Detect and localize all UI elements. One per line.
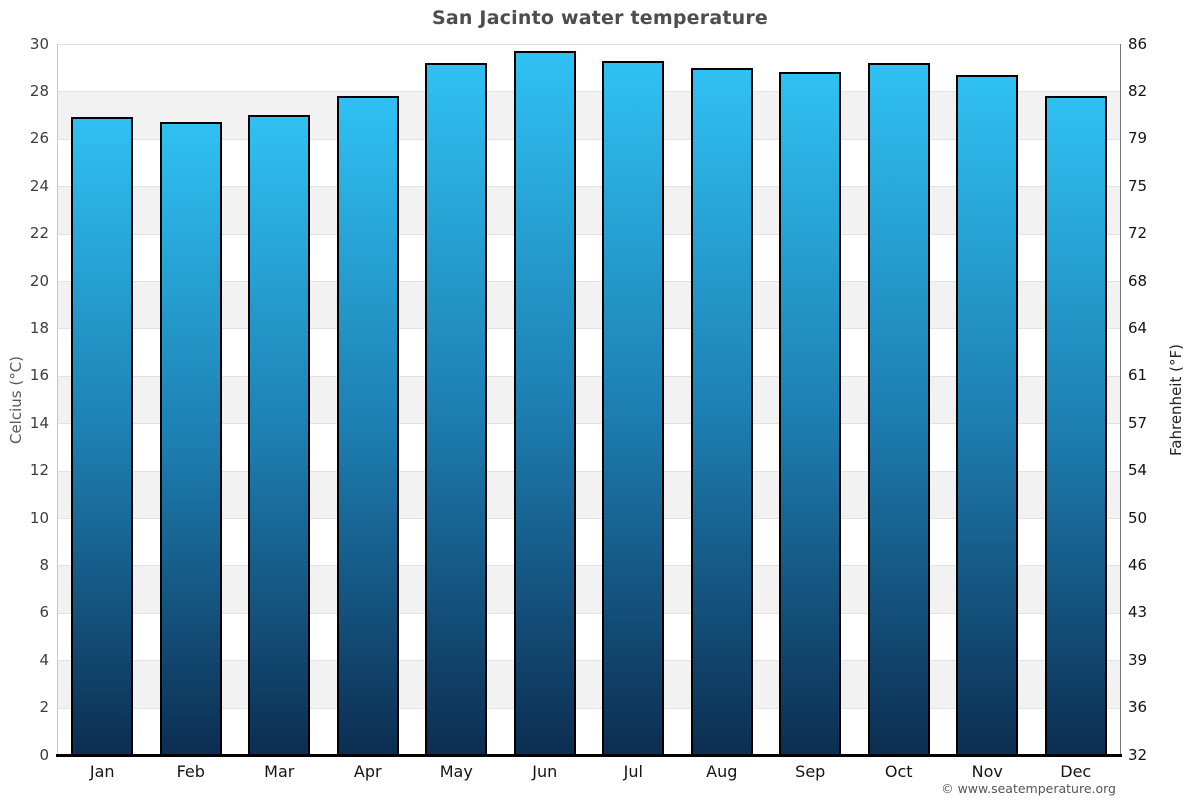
ytick-celsius-8: 8 [39,555,49,574]
plot-band [58,138,1120,187]
plot-band [58,470,1120,518]
xtick-feb: Feb [176,762,205,781]
plot-band [58,660,1120,708]
ytick-celsius-16: 16 [29,366,49,385]
ytick-fahrenheit-82: 82 [1128,81,1148,100]
plot-band [58,233,1120,281]
gridline [58,660,1120,662]
left-axis-line [57,44,58,755]
plot-band [58,423,1120,471]
ytick-celsius-22: 22 [29,224,49,243]
plot-band [58,91,1120,139]
gridline [58,470,1120,472]
gridline [58,186,1120,188]
bar-nov[interactable] [956,74,1019,755]
ytick-celsius-28: 28 [29,81,49,100]
plot-band [58,612,1120,661]
plot-band [58,281,1120,329]
ytick-fahrenheit-43: 43 [1128,603,1148,622]
bar-apr[interactable] [336,96,399,755]
plot-band [58,375,1120,424]
ytick-fahrenheit-72: 72 [1128,224,1148,243]
x-axis-baseline [56,754,1122,757]
xtick-nov: Nov [971,762,1003,781]
left-axis-title: Celcius (°C) [7,355,25,445]
bar-aug[interactable] [690,67,753,755]
gridline [58,423,1120,425]
gridline [58,565,1120,567]
xtick-sep: Sep [795,762,826,781]
ytick-celsius-0: 0 [39,745,49,764]
plot-band [58,565,1120,613]
xtick-may: May [439,762,473,781]
ytick-fahrenheit-86: 86 [1128,34,1148,53]
ytick-fahrenheit-50: 50 [1128,508,1148,527]
ytick-celsius-6: 6 [39,603,49,622]
gridline [58,328,1120,330]
plot-band [58,707,1120,755]
gridline [58,91,1120,93]
ytick-celsius-18: 18 [29,318,49,337]
ytick-fahrenheit-75: 75 [1128,176,1148,195]
right-axis-line [1120,44,1121,755]
plot-area [58,44,1120,755]
ytick-celsius-20: 20 [29,271,49,290]
ytick-celsius-14: 14 [29,413,49,432]
right-axis-title: Fahrenheit (°F) [1167,344,1185,456]
ytick-celsius-24: 24 [29,176,49,195]
xtick-aug: Aug [706,762,738,781]
ytick-fahrenheit-79: 79 [1128,129,1148,148]
ytick-celsius-2: 2 [39,698,49,717]
copyright-footer: © www.seatemperature.org [941,781,1116,796]
ytick-celsius-4: 4 [39,650,49,669]
bar-may[interactable] [425,62,488,755]
ytick-celsius-30: 30 [29,34,49,53]
bar-dec[interactable] [1044,96,1107,755]
bar-oct[interactable] [867,62,930,755]
ytick-fahrenheit-57: 57 [1128,413,1148,432]
xtick-apr: Apr [353,762,382,781]
ytick-fahrenheit-36: 36 [1128,698,1148,717]
ytick-fahrenheit-68: 68 [1128,271,1148,290]
gridline [58,518,1120,519]
gridline [58,707,1120,709]
bar-jan[interactable] [71,117,134,755]
bar-jun[interactable] [513,51,576,755]
plot-band [58,328,1120,376]
xtick-mar: Mar [264,762,295,781]
ytick-celsius-10: 10 [29,508,49,527]
bar-feb[interactable] [159,122,222,755]
gridline [58,375,1120,377]
gridline [58,138,1120,140]
gridline [58,281,1120,282]
plot-band [58,186,1120,234]
gridline [58,233,1120,235]
xtick-oct: Oct [884,762,913,781]
ytick-fahrenheit-61: 61 [1128,366,1148,385]
xtick-jan: Jan [89,762,115,781]
gridline [58,44,1120,45]
ytick-fahrenheit-39: 39 [1128,650,1148,669]
ytick-fahrenheit-54: 54 [1128,461,1148,480]
xtick-jul: Jul [623,762,643,781]
bar-mar[interactable] [248,115,311,755]
ytick-fahrenheit-32: 32 [1128,745,1148,764]
xtick-dec: Dec [1060,762,1092,781]
gridline [58,612,1120,614]
ytick-celsius-12: 12 [29,461,49,480]
ytick-fahrenheit-46: 46 [1128,555,1148,574]
chart-title: San Jacinto water temperature [431,7,769,29]
ytick-celsius-26: 26 [29,129,49,148]
ytick-fahrenheit-64: 64 [1128,318,1148,337]
plot-band [58,44,1120,92]
plot-band [58,518,1120,566]
bar-sep[interactable] [779,72,842,755]
bar-jul[interactable] [602,60,665,755]
xtick-jun: Jun [532,762,558,781]
